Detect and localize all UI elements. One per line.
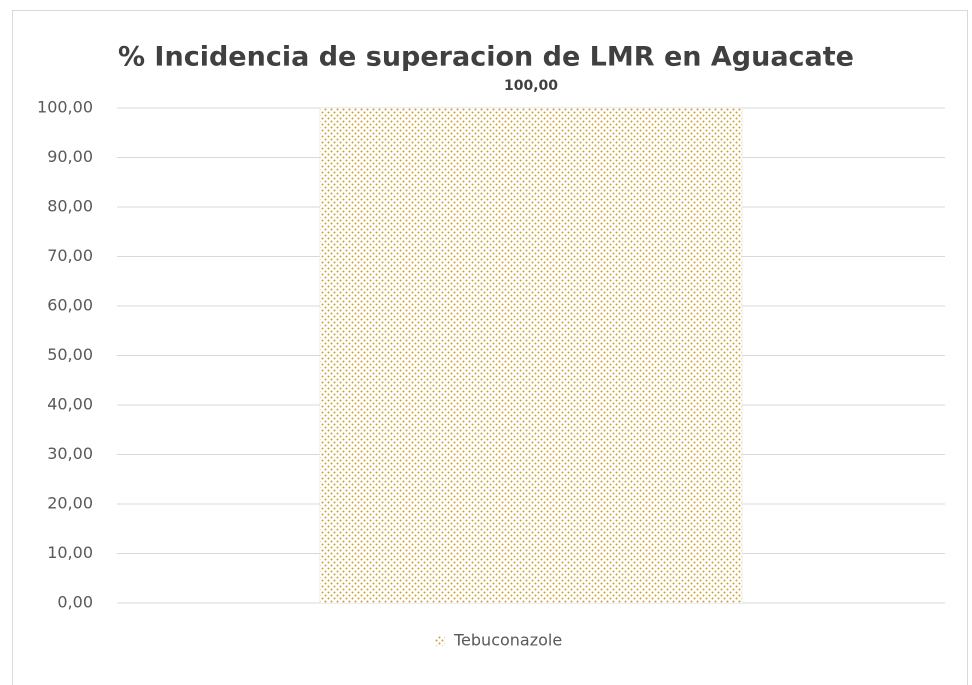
y-tick-label: 40,00 [47,395,93,414]
y-tick-label: 90,00 [47,147,93,166]
y-tick-label: 20,00 [47,494,93,513]
y-tick-label: 10,00 [47,543,93,562]
y-tick-label: 30,00 [47,444,93,463]
data-label: 100,00 [504,78,558,94]
chart-title: % Incidencia de superacion de LMR en Agu… [118,42,854,73]
y-tick-label: 0,00 [57,593,93,612]
legend-swatch [435,636,445,646]
y-tick-label: 50,00 [47,345,93,364]
legend-label: Tebuconazole [453,631,562,650]
y-tick-label: 60,00 [47,296,93,315]
y-tick-label: 70,00 [47,246,93,265]
y-tick-label: 100,00 [37,98,93,117]
y-tick-label: 80,00 [47,197,93,216]
bar [319,107,743,604]
